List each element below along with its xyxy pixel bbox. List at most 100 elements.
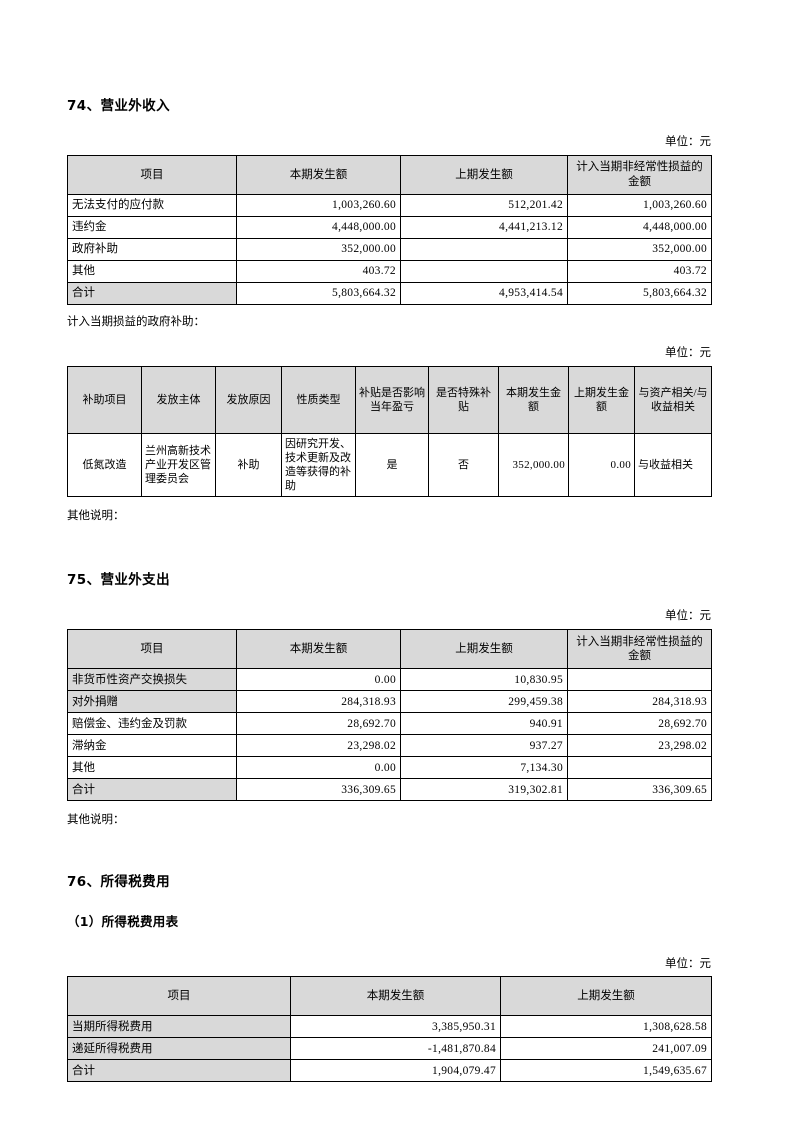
other-note-74: 其他说明：: [67, 510, 125, 523]
table-row: 低氮改造 兰州高新技术产业开发区管理委员会 补助 因研究开发、技术更新及改造等获…: [67, 432, 712, 498]
row-nonrecurring-value: 28,692.70: [567, 712, 712, 736]
government-subsidy-table: 补助项目 发放主体 发放原因 性质类型 补贴是否影响当年盈亏 是否特殊补贴 本期…: [67, 366, 712, 498]
row-nonrecurring-value: 23,298.02: [567, 734, 712, 758]
column-header-item: 项目: [67, 155, 237, 196]
unit-label-75: 单位：元: [665, 610, 711, 623]
row-item-label: 违约金: [67, 216, 237, 240]
row-current-value: 4,448,000.00: [236, 216, 401, 240]
column-header-issuer: 发放主体: [141, 366, 216, 434]
row-nonrecurring-value: 284,318.93: [567, 690, 712, 714]
row-nonrecurring-value: 403.72: [567, 260, 712, 284]
unit-label-subsidy: 单位：元: [665, 347, 711, 360]
row-prior-value: 7,134.30: [400, 756, 568, 780]
table-row: 滞纳金 23,298.02 937.27 23,298.02: [67, 734, 712, 758]
table-header-row: 项目 本期发生额 上期发生额: [67, 976, 712, 1017]
row-item-label: 其他: [67, 756, 237, 780]
row-current-value: 0.00: [236, 668, 401, 692]
row-current-value: 23,298.02: [236, 734, 401, 758]
column-header-asset-income-relation: 与资产相关/与收益相关: [634, 366, 712, 434]
row-nonrecurring-value: 5,803,664.32: [567, 282, 712, 306]
table-row: 其他 0.00 7,134.30: [67, 756, 712, 780]
row-item-label: 递延所得税费用: [67, 1037, 291, 1061]
row-reason: 补助: [215, 432, 282, 498]
non-operating-expense-table: 项目 本期发生额 上期发生额 计入当期非经常性损益的金额 非货币性资产交换损失 …: [67, 629, 712, 802]
row-prior-amount: 0.00: [568, 432, 635, 498]
row-current-value: 5,803,664.32: [236, 282, 401, 306]
non-operating-income-table: 项目 本期发生额 上期发生额 计入当期非经常性损益的金额 无法支付的应付款 1,…: [67, 155, 712, 306]
row-current-value: 0.00: [236, 756, 401, 780]
column-header-nonrecurring: 计入当期非经常性损益的金额: [567, 629, 712, 670]
row-prior-value: 937.27: [400, 734, 568, 758]
row-nonrecurring-value: 352,000.00: [567, 238, 712, 262]
table-header-row: 补助项目 发放主体 发放原因 性质类型 补贴是否影响当年盈亏 是否特殊补贴 本期…: [67, 366, 712, 434]
table-row-total: 合计 336,309.65 319,302.81 336,309.65: [67, 778, 712, 802]
table-row-total: 合计 5,803,664.32 4,953,414.54 5,803,664.3…: [67, 282, 712, 306]
table-row: 非货币性资产交换损失 0.00 10,830.95: [67, 668, 712, 692]
table-row-total: 合计 1,904,079.47 1,549,635.67: [67, 1059, 712, 1083]
row-item-label: 合计: [67, 282, 237, 306]
row-current-value: -1,481,870.84: [290, 1037, 501, 1061]
row-affects-profit: 是: [355, 432, 429, 498]
row-is-special: 否: [428, 432, 499, 498]
row-prior-value: 1,308,628.58: [500, 1015, 712, 1039]
row-prior-value: 940.91: [400, 712, 568, 736]
table-row: 当期所得税费用 3,385,950.31 1,308,628.58: [67, 1015, 712, 1039]
row-prior-value: 319,302.81: [400, 778, 568, 802]
row-current-value: 403.72: [236, 260, 401, 284]
column-header-subsidy-project: 补助项目: [67, 366, 142, 434]
row-nonrecurring-value: [567, 756, 712, 780]
column-header-current-period: 本期发生额: [290, 976, 501, 1017]
row-nature-type: 因研究开发、技术更新及改造等获得的补助: [281, 432, 356, 498]
row-asset-income-relation: 与收益相关: [634, 432, 712, 498]
table-row: 赔偿金、违约金及罚款 28,692.70 940.91 28,692.70: [67, 712, 712, 736]
row-item-label: 合计: [67, 1059, 291, 1083]
unit-label-76: 单位：元: [665, 957, 711, 970]
row-current-value: 1,003,260.60: [236, 194, 401, 218]
row-nonrecurring-value: 1,003,260.60: [567, 194, 712, 218]
page-content: 74、营业外收入 单位：元 项目 本期发生额 上期发生额 计入当期非经常性损益的…: [67, 0, 712, 1083]
table-row: 政府补助 352,000.00 352,000.00: [67, 238, 712, 262]
row-current-value: 284,318.93: [236, 690, 401, 714]
column-header-prior-amount: 上期发生金额: [568, 366, 635, 434]
row-prior-value: 512,201.42: [400, 194, 568, 218]
row-item-label: 对外捐赠: [67, 690, 237, 714]
row-prior-value: [400, 260, 568, 284]
row-prior-value: 4,953,414.54: [400, 282, 568, 306]
column-header-reason: 发放原因: [215, 366, 282, 434]
table-header-row: 项目 本期发生额 上期发生额 计入当期非经常性损益的金额: [67, 629, 712, 670]
row-item-label: 其他: [67, 260, 237, 284]
row-subsidy-project: 低氮改造: [67, 432, 142, 498]
income-tax-expense-table: 项目 本期发生额 上期发生额 当期所得税费用 3,385,950.31 1,30…: [67, 976, 712, 1083]
row-item-label: 政府补助: [67, 238, 237, 262]
row-nonrecurring-value: 4,448,000.00: [567, 216, 712, 240]
subsidy-intro-note: 计入当期损益的政府补助：: [67, 316, 205, 329]
table-row: 违约金 4,448,000.00 4,441,213.12 4,448,000.…: [67, 216, 712, 240]
section-heading-75: 75、营业外支出: [67, 572, 170, 589]
column-header-item: 项目: [67, 976, 291, 1017]
row-prior-value: 4,441,213.12: [400, 216, 568, 240]
row-current-value: 28,692.70: [236, 712, 401, 736]
sub-heading-76-1: （1）所得税费用表: [67, 913, 179, 929]
column-header-item: 项目: [67, 629, 237, 670]
column-header-nonrecurring: 计入当期非经常性损益的金额: [567, 155, 712, 196]
row-prior-value: [400, 238, 568, 262]
row-item-label: 合计: [67, 778, 237, 802]
column-header-current-period: 本期发生额: [236, 629, 401, 670]
row-item-label: 赔偿金、违约金及罚款: [67, 712, 237, 736]
table-header-row: 项目 本期发生额 上期发生额 计入当期非经常性损益的金额: [67, 155, 712, 196]
row-nonrecurring-value: 336,309.65: [567, 778, 712, 802]
row-prior-value: 10,830.95: [400, 668, 568, 692]
row-current-value: 3,385,950.31: [290, 1015, 501, 1039]
other-note-75: 其他说明：: [67, 814, 125, 827]
column-header-nature-type: 性质类型: [281, 366, 356, 434]
row-item-label: 当期所得税费用: [67, 1015, 291, 1039]
column-header-current-period: 本期发生额: [236, 155, 401, 196]
column-header-current-amount: 本期发生金额: [498, 366, 569, 434]
column-header-prior-period: 上期发生额: [400, 155, 568, 196]
row-prior-value: 299,459.38: [400, 690, 568, 714]
row-issuer: 兰州高新技术产业开发区管理委员会: [141, 432, 216, 498]
row-item-label: 滞纳金: [67, 734, 237, 758]
section-heading-74: 74、营业外收入: [67, 98, 170, 114]
row-prior-value: 1,549,635.67: [500, 1059, 712, 1083]
